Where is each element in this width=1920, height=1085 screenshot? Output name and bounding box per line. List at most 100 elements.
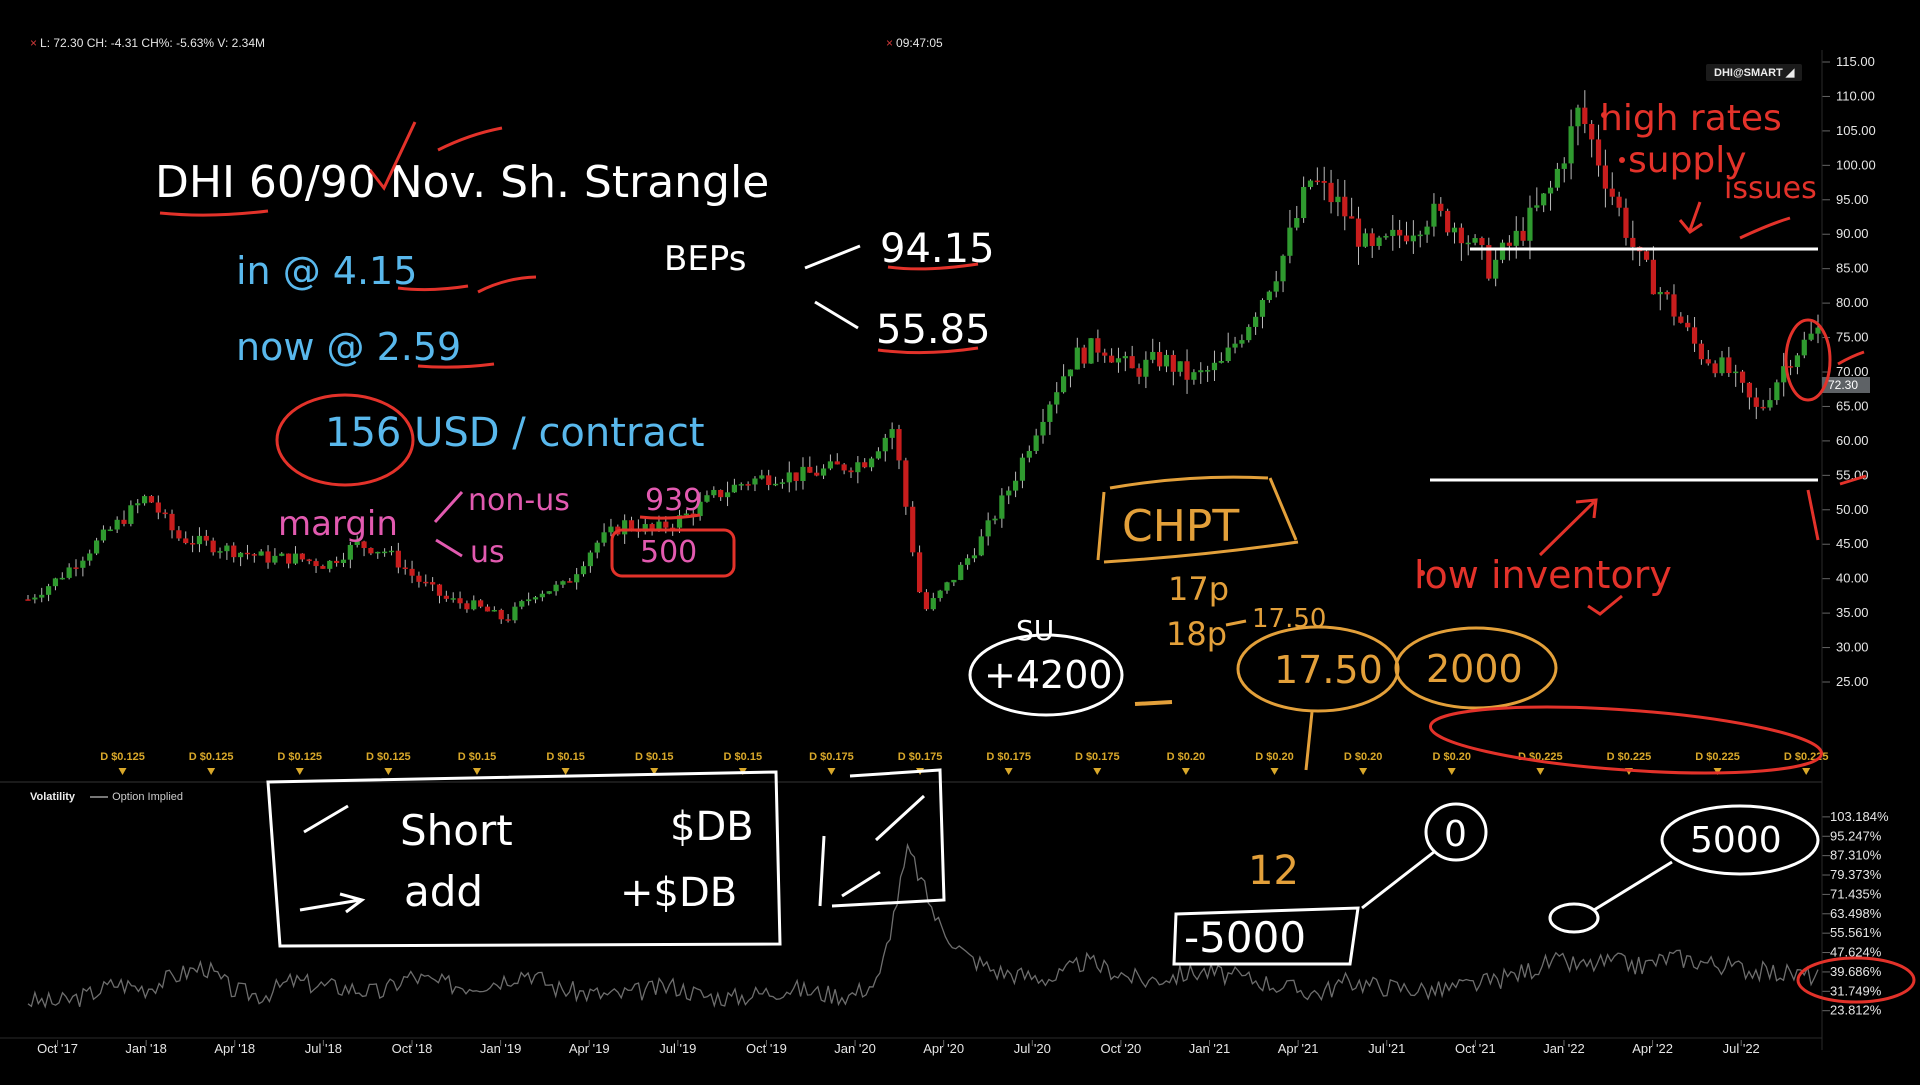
candle-body (1328, 182, 1334, 203)
close-quote-icon[interactable]: × (30, 36, 38, 50)
candle-body (574, 574, 580, 583)
note-box-add-value: +$DB (620, 870, 737, 916)
price-tick-label: 30.00 (1836, 640, 1869, 655)
clock-text: 09:47:05 (896, 36, 943, 50)
candle-body (498, 609, 504, 620)
candle-body (1451, 227, 1458, 233)
note-entry: in @ 4.15 (236, 249, 417, 293)
symbol-badge-text: DHI@SMART (1714, 67, 1783, 79)
candle-body (1088, 338, 1094, 364)
candle-body (189, 543, 196, 545)
candle-body (889, 429, 895, 438)
candle-body (1280, 255, 1286, 282)
vol-tick-label: 95.247% (1830, 828, 1882, 843)
candle-body (1623, 207, 1629, 238)
candle-body (1431, 203, 1437, 227)
candle-body (834, 461, 840, 465)
candle-body (1033, 435, 1039, 451)
dividend-arrow (827, 768, 836, 775)
candle-body (1232, 343, 1238, 348)
dividend-label: D $0.125 (100, 751, 145, 763)
candle-body (930, 598, 936, 610)
candle-body (1595, 139, 1602, 166)
price-tick-label: 85.00 (1836, 261, 1869, 276)
candle-body (1568, 126, 1574, 164)
candle-body (1355, 218, 1362, 247)
candle-body (1211, 362, 1218, 371)
candle-body (1314, 180, 1320, 183)
candle-body (265, 551, 271, 563)
volatility-circle (1796, 956, 1916, 1004)
candle-body (155, 502, 161, 513)
price-tick-marks (1837, 350, 1867, 486)
volatility-legend[interactable]: Option Implied (90, 791, 183, 803)
candle-body (52, 578, 59, 587)
us-margin-box (610, 528, 736, 578)
candle-body (1102, 352, 1108, 356)
candle-body (546, 591, 552, 594)
vol-tick-label: 23.812% (1830, 1003, 1882, 1018)
candle-body (1513, 230, 1519, 246)
candle-body (1150, 351, 1156, 360)
dividend-label: D $0.20 (1344, 751, 1383, 763)
dividend-arrow (1270, 768, 1279, 775)
candle-body (512, 606, 518, 621)
candle-body (1801, 339, 1807, 356)
candle-body (670, 527, 676, 530)
candle-body (375, 551, 381, 554)
dividend-label: D $0.225 (1607, 751, 1652, 763)
candle-body (958, 564, 964, 580)
chpt-amount-circle (1394, 626, 1558, 710)
current-price-circle (1784, 318, 1832, 402)
candle-body (121, 519, 127, 524)
minus-5000-box (1172, 906, 1360, 966)
symbol-badge[interactable]: DHI@SMART ◢ (1706, 64, 1803, 81)
candle-body (1287, 227, 1293, 256)
dividend-circle (1428, 705, 1824, 775)
candle-body (1534, 205, 1540, 208)
candle-body (402, 567, 408, 569)
note-title: DHI 60/90 Nov. Sh. Strangle (155, 157, 769, 208)
date-tick-label: Apr '20 (923, 1041, 964, 1056)
bep-high-underline (887, 262, 979, 271)
dividend-markers: D $0.125 D $0.125 D $0.125 D $0.125 D $0.15 D… (100, 751, 1829, 775)
candle-body (1198, 370, 1204, 373)
note-box-add: add (404, 867, 483, 916)
candle-body (896, 429, 902, 461)
date-tick-label: Apr '22 (1632, 1041, 1673, 1056)
dividend-arrow (295, 768, 304, 775)
price-tick-label: 75.00 (1836, 330, 1869, 345)
date-tick-label: Jul '20 (1014, 1041, 1051, 1056)
candle-body (1438, 203, 1444, 211)
stroke-1 (1739, 216, 1791, 240)
last-price-label: 72.30 (1828, 378, 1858, 392)
candle-body (169, 513, 175, 531)
candle-body (923, 592, 930, 610)
candle-body (656, 521, 662, 529)
candle-body (526, 599, 532, 602)
candle-body (642, 524, 648, 532)
note-chpt-amount: 2000 (1426, 647, 1523, 691)
candle-body (1705, 359, 1711, 364)
candle-body (663, 521, 669, 528)
dividend-arrow (1447, 768, 1456, 775)
dividend-label: D $0.175 (986, 751, 1031, 763)
date-tick-label: Oct '19 (746, 1041, 787, 1056)
price-tick-label: 90.00 (1836, 226, 1869, 241)
close-clock-icon[interactable]: × (886, 36, 894, 50)
candle-body (567, 581, 573, 583)
dividend-label: D $0.15 (724, 751, 763, 763)
candle-body (416, 575, 422, 582)
candle-body (306, 559, 312, 562)
candle-body (1739, 371, 1746, 383)
candle-body (1815, 327, 1821, 334)
date-tick-label: Jul '19 (659, 1041, 696, 1056)
dividend-arrow (1359, 768, 1368, 775)
circle-5000-connector (1593, 860, 1673, 912)
candle-body (93, 540, 100, 554)
candle-body (1767, 400, 1773, 408)
candle-body (1445, 210, 1451, 233)
bep-branch-down (814, 300, 859, 330)
candle-body (868, 458, 875, 468)
